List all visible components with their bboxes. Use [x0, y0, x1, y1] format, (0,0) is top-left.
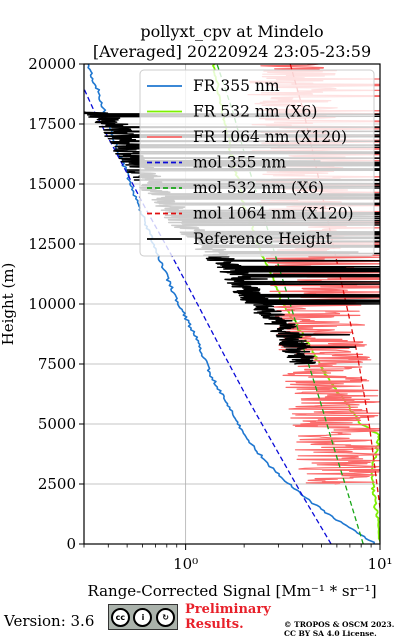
cc-icon: cc — [110, 607, 130, 627]
legend-label: FR 532 nm (X6) — [193, 103, 317, 121]
y-tick-label: 10000 — [28, 295, 76, 313]
axis-ticks: 0 2500 5000 7500 10000 12500 15000 17500 20000 10… — [28, 55, 392, 573]
legend-box — [139, 69, 375, 257]
x-tick-label: 10¹ — [367, 555, 392, 573]
legend-label: mol 532 nm (X6) — [193, 179, 324, 197]
copyright-line-1: © TROPOS & OSCM 2023. — [284, 620, 395, 629]
y-tick-label: 0 — [66, 535, 76, 553]
legend-label: mol 1064 nm (X120) — [193, 205, 354, 223]
preliminary-note: Preliminary Results. — [185, 602, 271, 632]
cc-license-badge: cc i ↻ — [108, 604, 178, 630]
x-tick-label: 10⁰ — [173, 555, 198, 573]
legend-label: FR 355 nm — [193, 77, 280, 95]
by-icon: i — [133, 607, 153, 627]
preliminary-line-2: Results. — [185, 617, 244, 632]
legend-label: Reference Height — [193, 230, 333, 248]
x-axis-label: Range-Corrected Signal [Mm⁻¹ * sr⁻¹] — [87, 582, 376, 600]
version-label: Version: 3.6 — [4, 612, 95, 630]
legend-label: mol 355 nm — [193, 154, 286, 172]
y-tick-label: 12500 — [28, 235, 76, 253]
chart-title: pollyxt_cpv at Mindelo — [140, 22, 323, 41]
y-tick-label: 7500 — [38, 355, 76, 373]
y-tick-label: 15000 — [28, 175, 76, 193]
sa-icon: ↻ — [156, 607, 176, 627]
series-mol-355-nm — [84, 87, 332, 544]
y-axis-label: Height (m) — [0, 263, 17, 346]
y-tick-label: 17500 — [28, 115, 76, 133]
chart: pollyxt_cpv at Mindelo [Averaged] 202209… — [0, 22, 393, 600]
legend-label: FR 1064 nm (X120) — [193, 128, 347, 146]
y-tick-label: 5000 — [38, 415, 76, 433]
y-tick-label: 2500 — [38, 475, 76, 493]
copyright: © TROPOS & OSCM 2023. CC BY SA 4.0 Licen… — [284, 620, 394, 638]
copyright-line-2: CC BY SA 4.0 License. — [284, 629, 377, 638]
y-tick-label: 20000 — [28, 55, 76, 73]
preliminary-line-1: Preliminary — [185, 602, 271, 617]
chart-subtitle: [Averaged] 20220924 23:05-23:59 — [93, 42, 371, 61]
legend: FR 355 nm FR 532 nm (X6) FR 1064 nm (X120)… — [139, 69, 375, 257]
